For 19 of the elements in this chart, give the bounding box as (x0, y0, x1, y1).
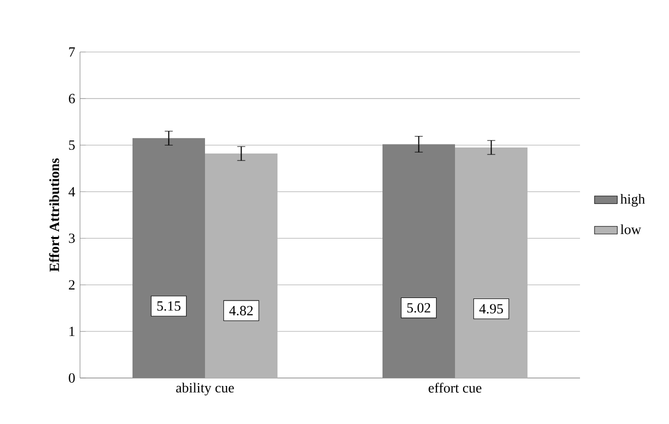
y-tick-label: 5 (69, 140, 75, 150)
legend-label: low (620, 224, 642, 234)
data-label: 4.82 (229, 306, 253, 316)
x-tick-label: effort cue (428, 382, 482, 393)
data-label: 4.95 (479, 304, 503, 314)
data-label: 5.02 (407, 303, 430, 313)
x-tick-label: ability cue (176, 382, 234, 396)
y-tick-label: 3 (68, 234, 75, 243)
y-tick-label: 0 (68, 373, 75, 383)
y-tick-label: 2 (68, 280, 75, 290)
bar (455, 147, 528, 378)
y-tick-label: 4 (68, 187, 76, 196)
y-tick-label: 1 (70, 326, 74, 336)
data-label: 5.15 (157, 301, 180, 311)
y-tick-label: 7 (69, 47, 75, 57)
bar (205, 154, 278, 378)
y-axis-title: Effort Attributions (49, 158, 60, 272)
y-tick-label: 6 (68, 94, 75, 104)
legend-label: high (620, 194, 645, 207)
